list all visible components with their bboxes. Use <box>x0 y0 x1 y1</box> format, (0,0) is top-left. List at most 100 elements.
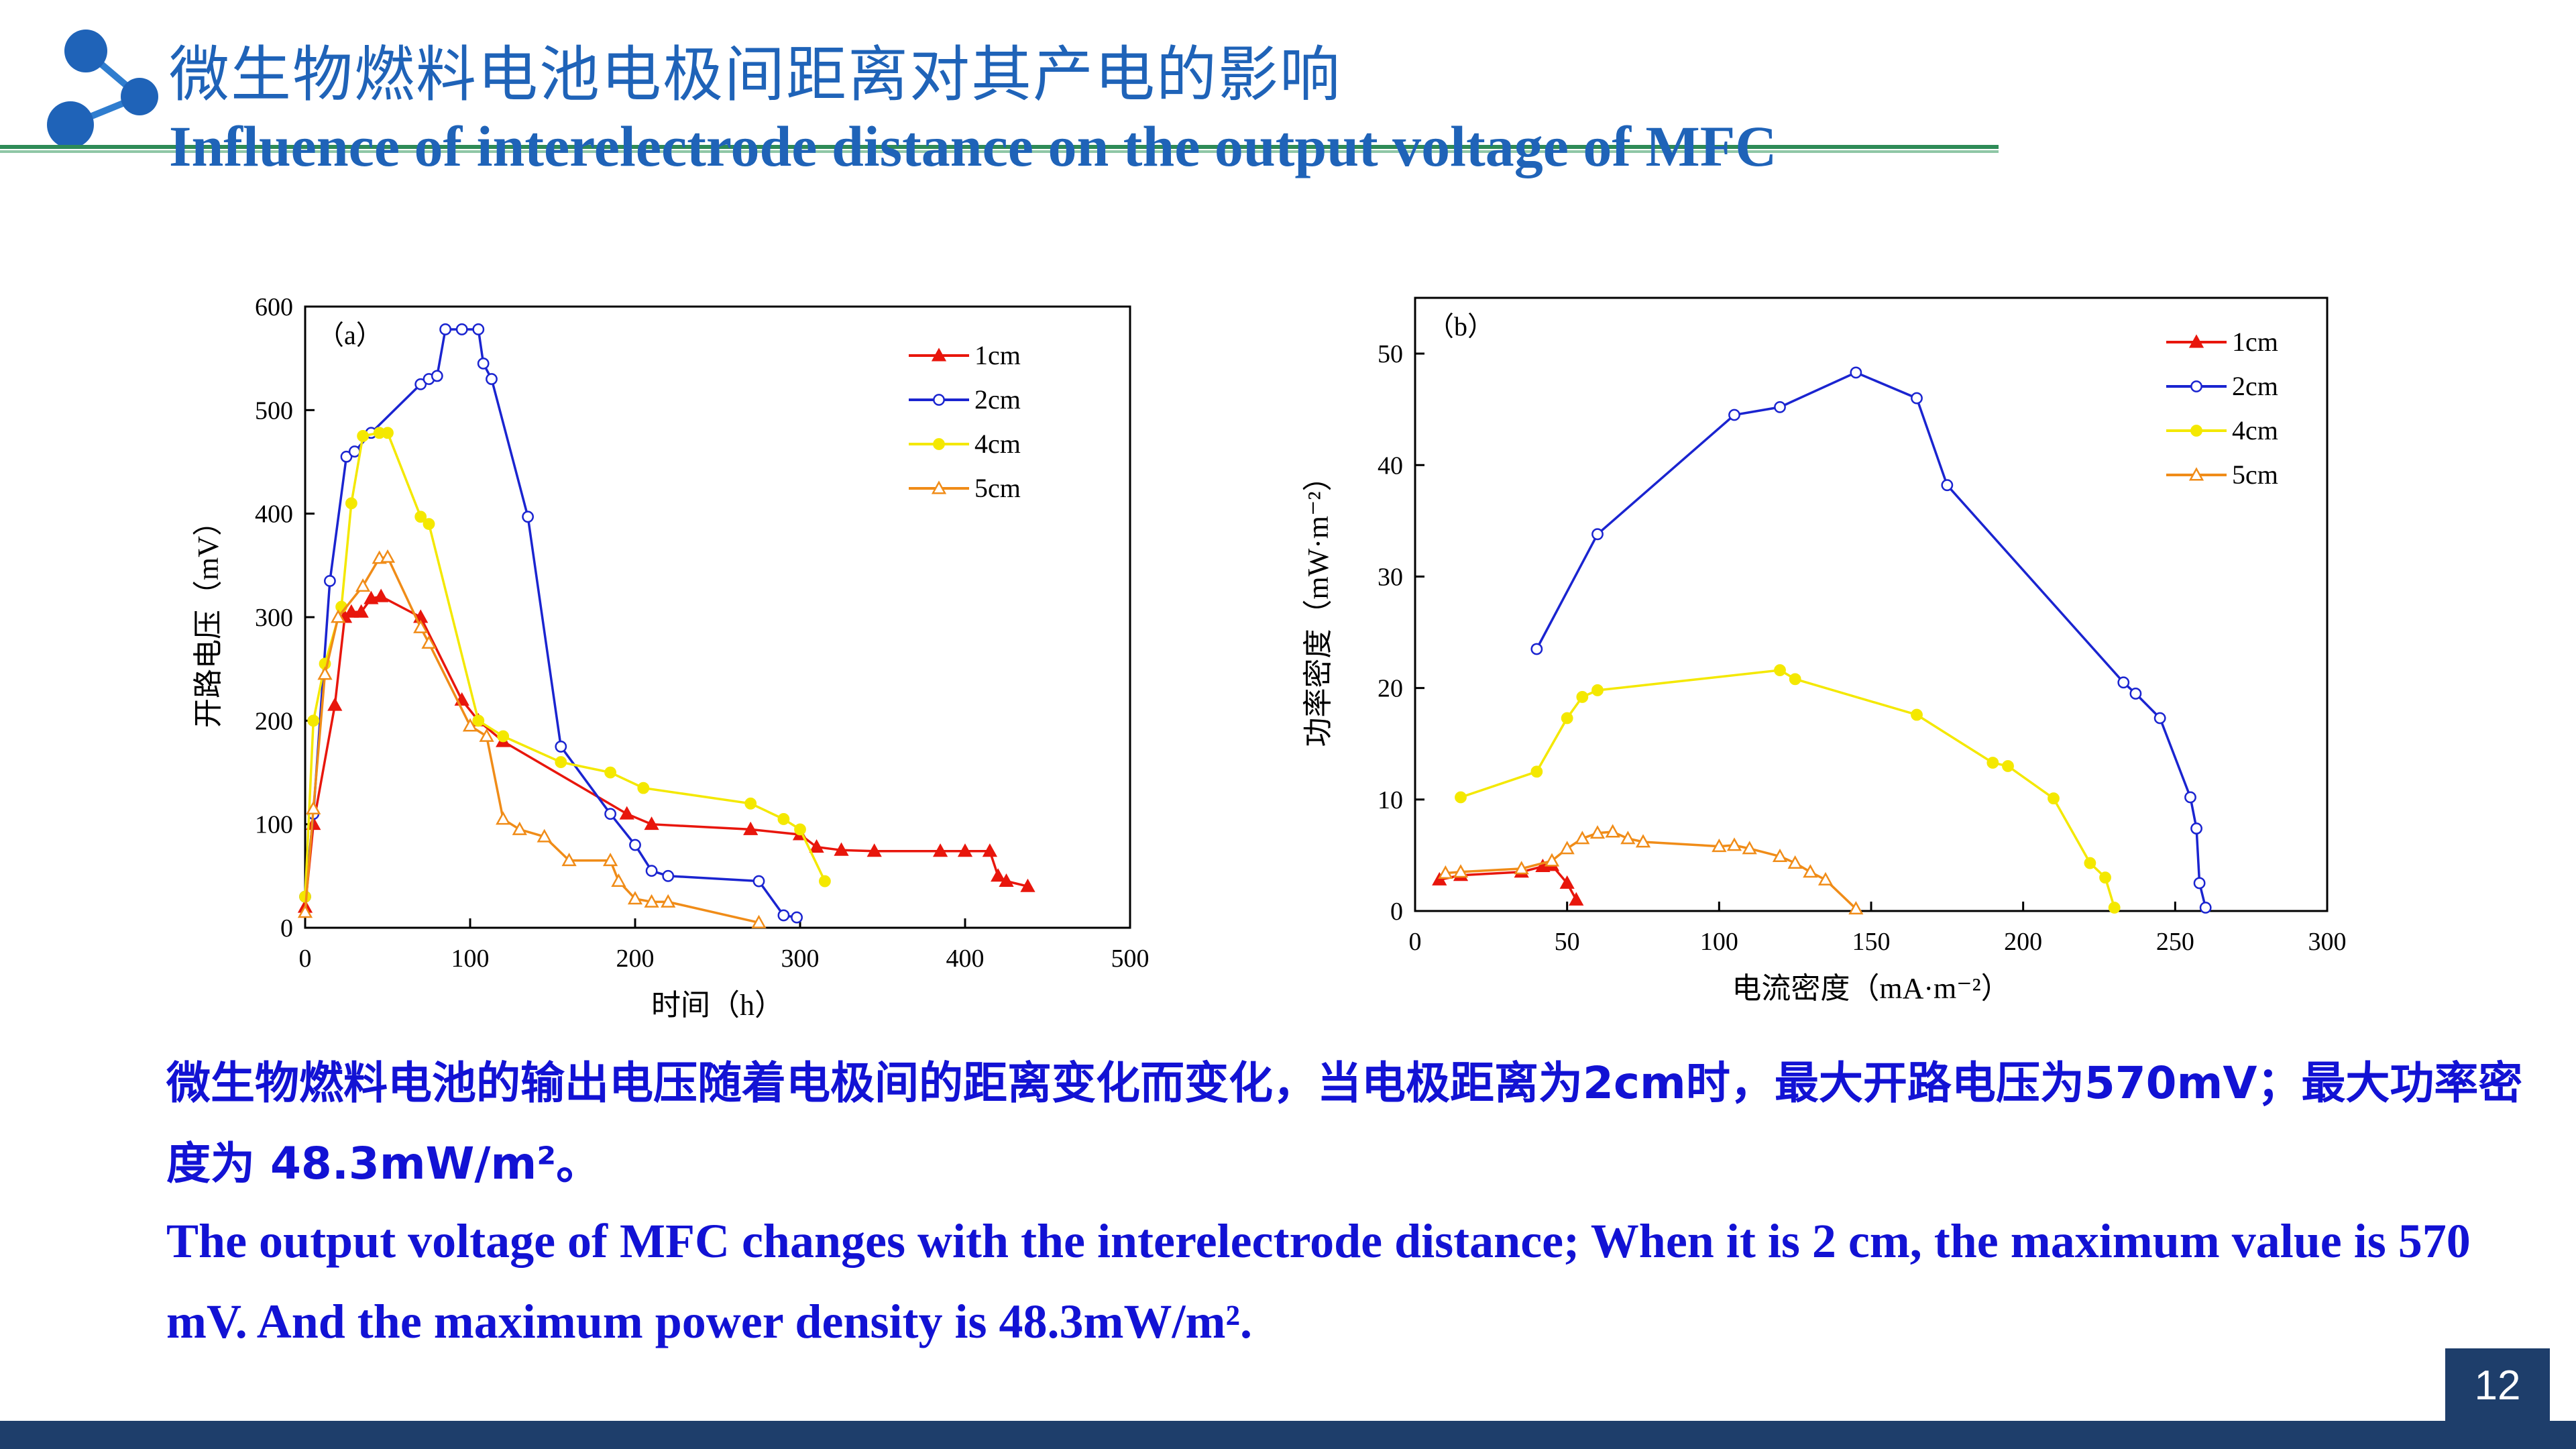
chart-a-data-point <box>472 714 485 727</box>
chart-b-y-tick-label: 30 <box>1378 563 1403 591</box>
chart-a-series-4cm <box>299 427 831 903</box>
chart-b-data-point <box>1559 875 1575 889</box>
chart-a-panel-label: （a） <box>317 320 383 350</box>
chart-a-data-point <box>324 575 336 587</box>
chart-b-data-point <box>1787 855 1803 869</box>
chart-b-series-1cm <box>1432 857 1584 906</box>
chart-b-data-point <box>1726 837 1742 851</box>
chart-b-data-point <box>1620 830 1636 845</box>
chart-a-y-tick-label: 0 <box>280 914 293 943</box>
chart-a-data-point <box>306 800 321 814</box>
chart-a-y-tick-label: 600 <box>255 293 293 321</box>
chart-a-data-point <box>637 782 650 794</box>
chart-a-data-point <box>645 865 658 877</box>
chart-a-x-tick-label: 400 <box>946 945 985 973</box>
chart-a-data-point <box>932 843 948 857</box>
chart-a-data-point <box>512 821 527 835</box>
chart-a-data-point <box>999 873 1014 887</box>
chart-b-data-point <box>1774 664 1786 676</box>
chart-a-data-point <box>604 808 616 820</box>
chart-b-data-point <box>1530 765 1543 778</box>
chart-a-series-2cm <box>299 323 803 924</box>
chart-a-data-point <box>752 875 765 888</box>
chart-a-legend-label-5cm: 5cm <box>974 473 1021 503</box>
chart-b-data-point <box>1589 825 1606 839</box>
chart-b-data-point <box>1514 861 1529 875</box>
chart-b-data-point <box>2199 902 2212 914</box>
chart-a-data-point <box>297 904 313 918</box>
chart-b-y-tick-label: 0 <box>1390 898 1403 926</box>
chart-b-y-tick-label: 20 <box>1378 675 1403 703</box>
chart-a-data-point <box>421 635 437 649</box>
chart-b-data-point <box>1911 392 1923 405</box>
chart-a-data-point <box>317 666 333 680</box>
chart-b-y-tick-label: 40 <box>1378 451 1403 480</box>
chart-b-data-point <box>1438 865 1453 879</box>
chart-a-data-point <box>662 869 675 882</box>
chart-b-data-point <box>2108 902 2121 914</box>
chart-a-data-point <box>345 497 357 510</box>
chart-b-data-point <box>2048 792 2060 805</box>
chart-a-data-point <box>604 766 616 779</box>
chart-b-legend-marker-2cm <box>2190 380 2202 392</box>
chart-b-y-tick-label: 10 <box>1378 786 1403 814</box>
chart-b-x-tick-label: 0 <box>1409 928 1422 956</box>
chart-a-data-point <box>794 823 806 836</box>
chart-a-data-point <box>496 811 511 825</box>
chart-a-data-point <box>348 445 361 458</box>
chart-a-series-line-4cm <box>304 431 826 897</box>
chart-a-y-tick-label: 200 <box>255 707 293 735</box>
chart-b-y-tick-label: 50 <box>1378 340 1403 368</box>
chart-a-data-point <box>561 853 577 867</box>
chart-b-data-point <box>1605 824 1620 838</box>
chart-a-data-point <box>331 609 346 623</box>
chart-a-data-point <box>455 323 468 335</box>
chart-a-y-axis-label: 开路电压（mV） <box>192 506 225 728</box>
chart-a-data-point <box>353 604 369 618</box>
chart-a-series-line-1cm <box>304 595 1028 908</box>
page-number: 12 <box>2445 1348 2550 1422</box>
chart-b-x-tick-label: 150 <box>1852 928 1891 956</box>
chart-b-y-axis-label: 功率密度（mW·m⁻²） <box>1302 462 1335 747</box>
chart-b-data-point <box>1559 841 1575 855</box>
chart-a-data-point <box>555 756 567 768</box>
chart-b-series-line-2cm <box>1535 371 2207 908</box>
chart-b-legend-label-2cm: 2cm <box>2232 371 2278 401</box>
chart-a-data-point <box>431 370 443 382</box>
chart-a-series-line-2cm <box>304 328 797 919</box>
chart-a-data-point <box>777 909 790 922</box>
chart-a-data-point <box>644 816 659 830</box>
chart-a-data-point <box>382 427 394 439</box>
chart-b-data-point <box>2190 822 2202 835</box>
chart-a-data-point <box>414 511 427 523</box>
chart-a-series-line-5cm <box>304 555 759 924</box>
chart-a-data-point <box>982 843 998 857</box>
chart-a-data-point <box>957 843 973 857</box>
chart-b-data-point <box>1544 853 1560 867</box>
chart-a-data-point <box>522 511 534 523</box>
chart-b-data-point <box>1774 400 1786 413</box>
chart-b-legend-label-4cm: 4cm <box>2232 415 2278 445</box>
chart-b-series-5cm <box>1438 824 1864 915</box>
chart-b-data-point <box>1911 708 1923 721</box>
chart-b-data-point <box>1455 791 1467 804</box>
chart-b-data-point <box>1530 643 1543 655</box>
chart-b-data-point <box>2184 791 2196 804</box>
chart-a-data-point <box>414 378 427 390</box>
chart-b-data-point <box>1941 479 1954 492</box>
chart-b-data-point <box>1772 848 1788 863</box>
chart-a-data-point <box>791 911 803 924</box>
chart-b-data-point <box>1561 712 1573 724</box>
chart-a-x-tick-label: 500 <box>1111 945 1150 973</box>
chart-a-data-point <box>819 875 831 888</box>
chart-b-legend-marker-5cm <box>2188 467 2204 481</box>
chart-b-data-point <box>1591 684 1604 696</box>
chart-a-data-point <box>866 843 882 857</box>
chart-b-series-4cm <box>1455 664 2121 914</box>
chart-b-legend-marker-4cm <box>2190 425 2202 437</box>
chart-b-x-tick-label: 100 <box>1700 928 1738 956</box>
chart-b-data-point <box>2099 871 2111 884</box>
chart-a-data-point <box>537 828 552 843</box>
chart-b-data-point <box>1803 864 1818 878</box>
chart-a-data-point <box>644 894 659 908</box>
